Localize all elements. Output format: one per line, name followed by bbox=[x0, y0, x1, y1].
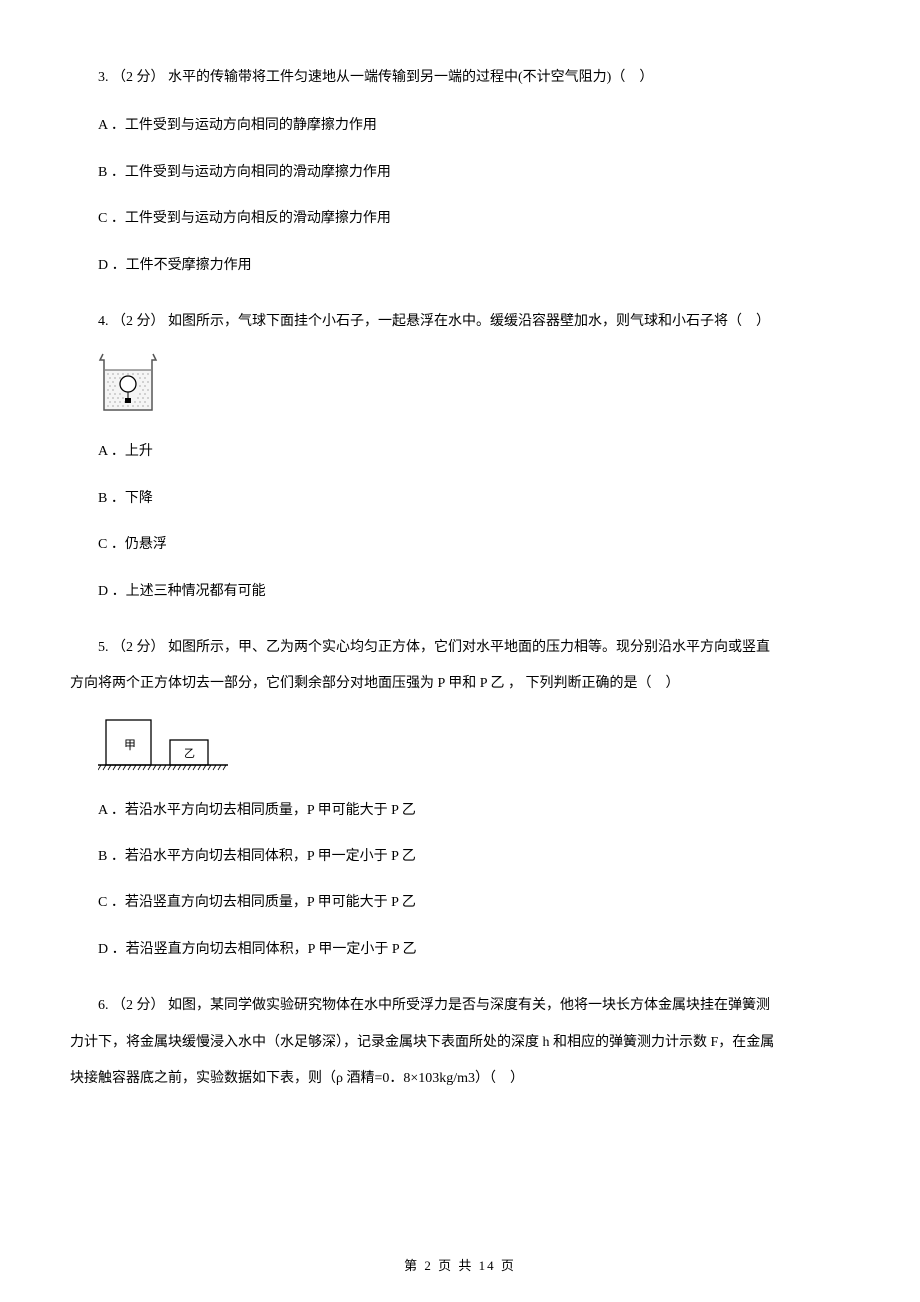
q6-text-line3: 块接触容器底之前，实验数据如下表，则（ρ 酒精=0．8×103kg/m3）（ ） bbox=[70, 1061, 850, 1097]
footer-text: 第 2 页 共 14 页 bbox=[404, 1258, 516, 1273]
q5-number: 5. bbox=[98, 640, 109, 655]
q5-option-b: B ．若沿水平方向切去相同体积，P 甲一定小于 P 乙 bbox=[98, 839, 850, 875]
q3-option-c: C ．工件受到与运动方向相反的滑动摩擦力作用 bbox=[98, 201, 850, 237]
q5-points: （2 分） bbox=[112, 640, 165, 655]
q4-text: 如图所示，气球下面挂个小石子，一起悬浮在水中。缓缓沿容器壁加水，则气球和小石子将… bbox=[168, 314, 770, 329]
q4-option-b: B ．下降 bbox=[98, 481, 850, 517]
question-3: 3. （2 分） 水平的传输带将工件匀速地从一端传输到另一端的过程中(不计空气阻… bbox=[70, 60, 850, 284]
cubes-icon: 甲 乙 bbox=[98, 715, 228, 773]
q4-option-d: D ．上述三种情况都有可能 bbox=[98, 574, 850, 610]
q3-option-b: B ．工件受到与运动方向相同的滑动摩擦力作用 bbox=[98, 155, 850, 191]
q3-points: （2 分） bbox=[112, 70, 165, 85]
q6-number: 6. bbox=[98, 998, 109, 1013]
q5-option-d: D ．若沿竖直方向切去相同体积，P 甲一定小于 P 乙 bbox=[98, 932, 850, 968]
q5-option-c: C ．若沿竖直方向切去相同质量，P 甲可能大于 P 乙 bbox=[98, 885, 850, 921]
q3-number: 3. bbox=[98, 70, 109, 85]
question-3-text: 3. （2 分） 水平的传输带将工件匀速地从一端传输到另一端的过程中(不计空气阻… bbox=[70, 60, 850, 96]
q3-option-d: D ．工件不受摩擦力作用 bbox=[98, 248, 850, 284]
q5-diagram: 甲 乙 bbox=[98, 715, 850, 773]
q5-text-line1: 如图所示，甲、乙为两个实心均匀正方体，它们对水平地面的压力相等。现分别沿水平方向… bbox=[168, 640, 770, 655]
q4-points: （2 分） bbox=[112, 314, 165, 329]
q4-option-c: C ．仍悬浮 bbox=[98, 527, 850, 563]
cube-label-yi: 乙 bbox=[184, 747, 195, 760]
q5-text-line2: 方向将两个正方体切去一部分，它们剩余部分对地面压强为 P 甲和 P 乙 ， 下列… bbox=[70, 666, 850, 702]
q4-option-a: A ．上升 bbox=[98, 434, 850, 470]
q3-option-a: A ．工件受到与运动方向相同的静摩擦力作用 bbox=[98, 108, 850, 144]
page-footer: 第 2 页 共 14 页 bbox=[0, 1254, 920, 1277]
q4-diagram bbox=[98, 352, 850, 414]
q4-number: 4. bbox=[98, 314, 109, 329]
question-4-text: 4. （2 分） 如图所示，气球下面挂个小石子，一起悬浮在水中。缓缓沿容器壁加水… bbox=[70, 304, 850, 340]
cube-label-jia: 甲 bbox=[124, 738, 136, 752]
q5-option-a: A ．若沿水平方向切去相同质量，P 甲可能大于 P 乙 bbox=[98, 793, 850, 829]
question-5: 5. （2 分） 如图所示，甲、乙为两个实心均匀正方体，它们对水平地面的压力相等… bbox=[70, 630, 850, 968]
q3-text: 水平的传输带将工件匀速地从一端传输到另一端的过程中(不计空气阻力)（ ） bbox=[168, 70, 653, 85]
q6-text-line1: 如图，某同学做实验研究物体在水中所受浮力是否与深度有关，他将一块长方体金属块挂在… bbox=[168, 998, 770, 1013]
question-5-text: 5. （2 分） 如图所示，甲、乙为两个实心均匀正方体，它们对水平地面的压力相等… bbox=[70, 630, 850, 703]
q6-text-line2: 力计下，将金属块缓慢浸入水中（水足够深），记录金属块下表面所处的深度 h 和相应… bbox=[70, 1025, 850, 1061]
question-6-text: 6. （2 分） 如图，某同学做实验研究物体在水中所受浮力是否与深度有关，他将一… bbox=[70, 988, 850, 1097]
q6-points: （2 分） bbox=[112, 998, 165, 1013]
question-6: 6. （2 分） 如图，某同学做实验研究物体在水中所受浮力是否与深度有关，他将一… bbox=[70, 988, 850, 1097]
beaker-icon bbox=[98, 352, 158, 414]
question-4: 4. （2 分） 如图所示，气球下面挂个小石子，一起悬浮在水中。缓缓沿容器壁加水… bbox=[70, 304, 850, 610]
